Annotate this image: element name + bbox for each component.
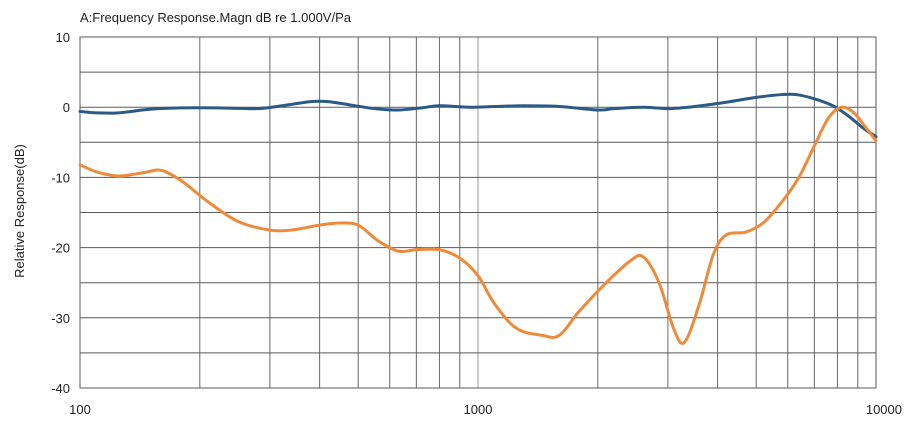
x-tick-label: 1000 (464, 402, 493, 417)
series-layer (78, 92, 878, 345)
y-tick-label: -40 (51, 381, 70, 396)
x-tick-label: 10000 (866, 402, 902, 417)
y-axis-title: Relative Response(dB) (12, 144, 27, 278)
x-tick-label: 100 (69, 402, 91, 417)
y-tick-label: 0 (63, 100, 70, 115)
chart-title: A:Frequency Response.Magn dB re 1.000V/P… (80, 10, 352, 25)
y-tick-label: -20 (51, 241, 70, 256)
series-line-1 (78, 92, 878, 139)
y-tick-label: -30 (51, 311, 70, 326)
series-line-2 (78, 105, 878, 345)
plot-frame (79, 36, 877, 389)
grid-lines (79, 36, 877, 389)
y-tick-label: 10 (56, 30, 70, 45)
y-tick-label: -10 (51, 170, 70, 185)
